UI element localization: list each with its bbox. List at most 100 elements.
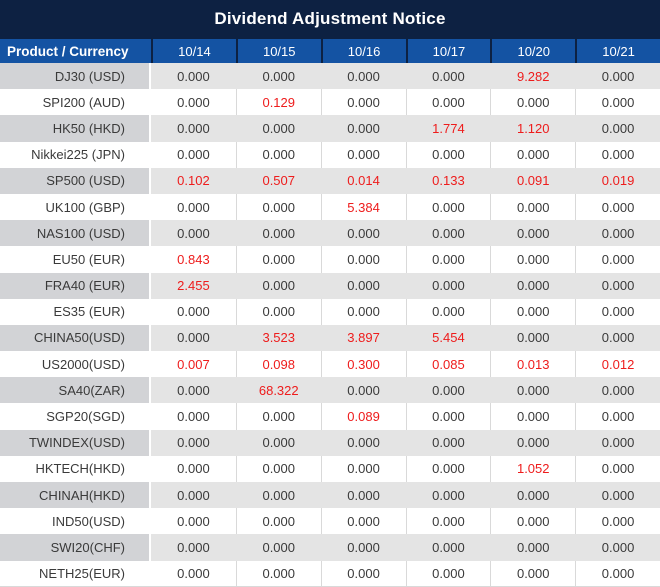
value-cell: 0.000 [151, 115, 236, 142]
value-cell: 0.000 [575, 324, 660, 352]
value-cell: 0.000 [235, 193, 321, 221]
value-cell: 0.000 [151, 298, 236, 325]
value-cell: 0.000 [490, 377, 576, 404]
value-cell: 0.000 [490, 324, 576, 352]
value-cell: 0.000 [235, 455, 321, 482]
value-cell: 0.000 [490, 508, 576, 535]
value-cell: 0.000 [151, 403, 236, 430]
value-cell: 0.000 [490, 272, 576, 299]
value-cell: 0.000 [575, 377, 660, 404]
value-cell: 0.085 [405, 351, 491, 378]
value-cell: 0.000 [151, 560, 236, 586]
product-cell: DJ30 (USD) [0, 63, 151, 90]
value-cell: 0.000 [151, 324, 236, 352]
value-cell: 0.000 [405, 220, 491, 247]
table-header-row: Product / Currency 10/14 10/15 10/16 10/… [0, 37, 660, 63]
value-cell: 0.000 [235, 220, 321, 247]
value-cell: 0.000 [320, 429, 406, 456]
table-row: SWI20(CHF) 0.000 0.000 0.000 0.000 0.000 0.000 [0, 534, 660, 561]
value-cell: 0.000 [235, 508, 321, 535]
value-cell: 0.000 [490, 193, 576, 221]
value-cell: 0.000 [575, 298, 660, 325]
page-title: Dividend Adjustment Notice [214, 8, 446, 28]
value-cell: 0.007 [151, 351, 236, 378]
value-cell: 0.000 [405, 141, 491, 168]
value-cell: 0.000 [320, 115, 406, 142]
table-row: SP500 (USD) 0.102 0.507 0.014 0.133 0.091 0.01… [0, 167, 660, 194]
value-cell: 3.897 [320, 324, 406, 352]
value-cell: 5.454 [405, 324, 491, 352]
value-cell: 0.000 [575, 403, 660, 430]
table-row: SA40(ZAR) 0.000 68.322 0.000 0.000 0.000 0.000 [0, 377, 660, 404]
value-cell: 0.000 [405, 298, 491, 325]
value-cell: 0.089 [320, 403, 406, 430]
value-cell: 0.000 [320, 560, 406, 586]
value-cell: 0.300 [320, 351, 406, 378]
value-cell: 0.000 [151, 220, 236, 247]
value-cell: 0.000 [405, 63, 491, 90]
value-cell: 0.000 [490, 89, 576, 116]
product-cell: SA40(ZAR) [0, 377, 151, 404]
value-cell: 0.000 [235, 298, 321, 325]
value-cell: 0.000 [490, 141, 576, 168]
product-cell: SPI200 (AUD) [0, 89, 151, 116]
table-row: NETH25(EUR) 0.000 0.000 0.000 0.000 0.000 0.00… [0, 560, 660, 587]
product-cell: CHINAH(HKD) [0, 482, 151, 509]
value-cell: 0.000 [575, 508, 660, 535]
value-cell: 0.000 [320, 246, 406, 273]
value-cell: 0.000 [490, 534, 576, 561]
value-cell: 0.000 [405, 534, 491, 561]
value-cell: 0.012 [575, 351, 660, 378]
value-cell: 0.000 [575, 141, 660, 168]
product-cell: SGP20(SGD) [0, 403, 151, 430]
title-bar: Dividend Adjustment Notice [0, 0, 660, 37]
value-cell: 0.129 [235, 89, 321, 116]
value-cell: 0.000 [320, 220, 406, 247]
value-cell: 0.000 [320, 63, 406, 90]
value-cell: 0.000 [235, 429, 321, 456]
table-row: US2000(USD) 0.007 0.098 0.300 0.085 0.013 0.01… [0, 351, 660, 378]
column-header-date-3: 10/16 [322, 39, 406, 63]
column-header-product-currency: Product / Currency [0, 39, 151, 63]
value-cell: 0.000 [320, 482, 406, 509]
value-cell: 0.000 [405, 89, 491, 116]
value-cell: 0.000 [405, 403, 491, 430]
table-row: SPI200 (AUD) 0.000 0.129 0.000 0.000 0.000 0.0… [0, 89, 660, 116]
product-cell: SP500 (USD) [0, 167, 151, 194]
table-body: DJ30 (USD) 0.000 0.000 0.000 0.000 9.282 0.000… [0, 63, 660, 587]
value-cell: 0.000 [151, 482, 236, 509]
value-cell: 9.282 [490, 63, 576, 90]
product-cell: HKTECH(HKD) [0, 455, 151, 482]
product-cell: ES35 (EUR) [0, 298, 151, 325]
table-row: CHINAH(HKD) 0.000 0.000 0.000 0.000 0.000 0.00… [0, 482, 660, 509]
table-row: IND50(USD) 0.000 0.000 0.000 0.000 0.000 0.000 [0, 508, 660, 535]
table-row: Nikkei225 (JPN) 0.000 0.000 0.000 0.000 0.000… [0, 141, 660, 168]
value-cell: 0.000 [575, 193, 660, 221]
table-row: UK100 (GBP) 0.000 0.000 5.384 0.000 0.000 0.00… [0, 193, 660, 221]
value-cell: 0.000 [235, 560, 321, 586]
value-cell: 0.000 [320, 89, 406, 116]
value-cell: 0.000 [320, 298, 406, 325]
value-cell: 1.052 [490, 455, 576, 482]
value-cell: 0.000 [405, 429, 491, 456]
value-cell: 0.013 [490, 351, 576, 378]
table-row: HK50 (HKD) 0.000 0.000 0.000 1.774 1.120 0.000 [0, 115, 660, 142]
value-cell: 0.000 [575, 429, 660, 456]
value-cell: 0.000 [575, 89, 660, 116]
value-cell: 0.000 [151, 455, 236, 482]
value-cell: 0.000 [320, 141, 406, 168]
value-cell: 0.000 [575, 220, 660, 247]
value-cell: 0.000 [575, 560, 660, 586]
value-cell: 0.000 [490, 403, 576, 430]
value-cell: 0.000 [151, 377, 236, 404]
product-cell: SWI20(CHF) [0, 534, 151, 561]
value-cell: 5.384 [320, 193, 406, 221]
value-cell: 0.000 [151, 63, 236, 90]
table-row: CHINA50(USD) 0.000 3.523 3.897 5.454 0.000 0.0… [0, 324, 660, 352]
value-cell: 3.523 [235, 324, 321, 352]
table-row: NAS100 (USD) 0.000 0.000 0.000 0.000 0.000 0.0… [0, 220, 660, 247]
value-cell: 68.322 [235, 377, 321, 404]
value-cell: 0.000 [490, 220, 576, 247]
value-cell: 0.000 [235, 482, 321, 509]
